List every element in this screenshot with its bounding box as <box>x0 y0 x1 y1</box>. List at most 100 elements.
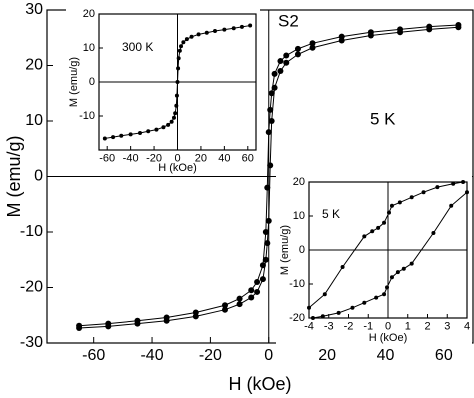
point <box>174 103 179 108</box>
annotation: 5 K <box>370 109 396 128</box>
point <box>322 292 327 297</box>
point <box>277 58 284 65</box>
point <box>236 295 243 302</box>
point <box>128 132 133 137</box>
point <box>76 325 83 332</box>
point <box>138 131 143 135</box>
point <box>449 203 454 208</box>
point <box>385 285 390 290</box>
point <box>294 51 301 58</box>
point <box>409 261 414 266</box>
point <box>236 301 243 308</box>
x-tick-label: 60 <box>435 347 453 364</box>
point <box>389 275 394 280</box>
y-tick-label: 20 <box>293 176 305 188</box>
y-tick-label: -10 <box>289 278 305 290</box>
point <box>309 40 316 47</box>
y-tick-label: -10 <box>20 223 43 240</box>
point <box>111 135 116 140</box>
point <box>239 24 244 29</box>
point <box>421 190 426 195</box>
point <box>169 119 174 124</box>
x-tick-label: -4 <box>304 321 314 333</box>
point <box>451 181 456 186</box>
point <box>105 323 112 330</box>
point <box>192 313 199 320</box>
point <box>221 306 228 313</box>
point <box>397 29 404 36</box>
point <box>175 80 180 84</box>
point <box>271 84 278 91</box>
y-tick-label: 30 <box>25 1 43 18</box>
point <box>268 118 275 124</box>
point <box>401 266 406 271</box>
point <box>283 59 290 66</box>
point <box>362 234 367 239</box>
x-tick-label: -1 <box>363 321 373 333</box>
point <box>283 52 290 59</box>
point <box>248 287 255 294</box>
point <box>176 56 181 61</box>
point <box>435 185 440 190</box>
x-tick-label: 1 <box>405 321 411 333</box>
point <box>362 300 367 305</box>
y-axis-label: M (emu/g) <box>279 225 291 275</box>
point <box>212 29 217 33</box>
point <box>134 320 141 327</box>
point <box>389 203 394 208</box>
y-tick-label: -10 <box>79 110 95 122</box>
point <box>426 26 433 33</box>
point <box>382 220 387 225</box>
point <box>196 32 201 37</box>
point <box>395 270 400 275</box>
x-tick-label: 60 <box>242 153 254 165</box>
point <box>409 195 414 200</box>
x-tick-label: 20 <box>318 347 336 364</box>
x-tick-label: 40 <box>218 153 230 165</box>
point <box>367 32 374 39</box>
point <box>177 48 182 53</box>
x-axis-label: H (kOe) <box>229 374 292 394</box>
point <box>307 305 311 310</box>
x-tick-label: 4 <box>464 321 470 333</box>
point <box>350 305 355 310</box>
point <box>397 200 402 205</box>
point <box>277 68 284 75</box>
y-tick-label: 20 <box>83 8 95 20</box>
x-axis-label: H (kOe) <box>158 162 197 174</box>
x-tick-label: -20 <box>146 153 162 165</box>
y-tick-label: -30 <box>20 334 43 351</box>
point <box>271 70 278 77</box>
point <box>310 316 315 320</box>
point <box>146 129 151 134</box>
x-tick-label: 0 <box>174 153 180 165</box>
point <box>184 37 189 42</box>
point <box>267 162 274 169</box>
point <box>455 24 462 31</box>
x-tick-label: 0 <box>385 321 391 333</box>
point <box>265 217 272 224</box>
point <box>231 26 236 31</box>
x-tick-label: -40 <box>140 347 163 364</box>
x-tick-label: 3 <box>444 321 450 333</box>
y-tick-label: 0 <box>89 76 95 88</box>
point <box>262 229 269 235</box>
x-tick-label: -3 <box>324 321 334 333</box>
point <box>267 106 274 113</box>
point <box>386 210 391 215</box>
point <box>294 45 301 52</box>
point <box>370 229 375 234</box>
annotation: 300 K <box>122 40 153 54</box>
y-tick-label: 0 <box>34 168 43 185</box>
point <box>181 40 186 45</box>
point <box>465 190 469 195</box>
point <box>431 231 436 235</box>
point <box>179 44 184 49</box>
point <box>264 184 271 191</box>
point <box>309 44 316 51</box>
point <box>173 111 178 116</box>
annotation: S2 <box>278 11 299 30</box>
